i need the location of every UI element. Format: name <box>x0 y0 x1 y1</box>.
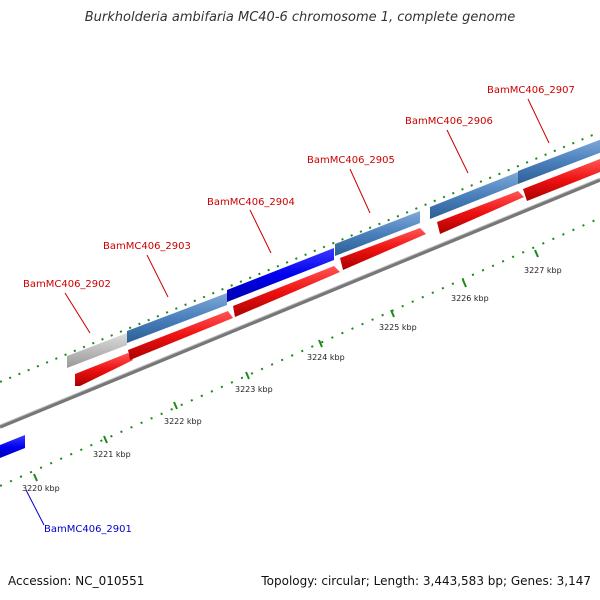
major-tick-3221 <box>103 435 108 444</box>
kbp-label-3225: 3225 kbp <box>379 323 417 332</box>
gene-bar-2904[interactable] <box>227 248 334 302</box>
major-tick-3227 <box>534 249 539 258</box>
gene-bar-2902-pseudo[interactable] <box>67 333 127 368</box>
accession-text: Accession: NC_010551 <box>8 574 145 588</box>
gene-label-2905[interactable]: BamMC406_2905 <box>307 155 395 166</box>
reverse-strand <box>75 159 600 386</box>
kbp-label-3227: 3227 kbp <box>524 266 562 275</box>
leader-2905 <box>349 168 371 214</box>
kbp-label-3221: 3221 kbp <box>93 450 131 459</box>
major-tick-3224 <box>318 339 323 348</box>
kbp-label-3223: 3223 kbp <box>235 385 273 394</box>
kbp-ruler <box>0 217 600 487</box>
gene-label-2904[interactable]: BamMC406_2904 <box>207 197 295 208</box>
kbp-labels: 3220 kbp 3221 kbp 3222 kbp 3223 kbp 3224… <box>22 266 562 493</box>
major-tick-3225 <box>390 309 395 318</box>
kbp-label-3222: 3222 kbp <box>164 417 202 426</box>
label-leaders <box>25 98 550 526</box>
genome-backbone <box>0 177 600 429</box>
gene-bar-2906[interactable] <box>430 172 518 219</box>
gene-label-2906[interactable]: BamMC406_2906 <box>405 116 493 127</box>
genome-title: Burkholderia ambifaria MC40-6 chromosome… <box>84 10 516 25</box>
gene-bar-2901[interactable] <box>0 435 25 460</box>
gene-bar-2907[interactable] <box>518 139 600 184</box>
leader-2902 <box>64 292 91 334</box>
gene-arrow-c[interactable] <box>233 266 340 317</box>
forward-strand <box>0 139 600 460</box>
gene-label-2902[interactable]: BamMC406_2902 <box>23 279 111 290</box>
leader-2906 <box>446 129 469 174</box>
gene-label-2901[interactable]: BamMC406_2901 <box>44 524 132 535</box>
major-tick-3223 <box>245 371 250 380</box>
gene-arrow-d[interactable] <box>340 228 426 270</box>
genome-summary-text: Topology: circular; Length: 3,443,583 bp… <box>261 574 591 588</box>
gene-labels: BamMC406_2901 BamMC406_2902 BamMC406_290… <box>23 85 575 535</box>
leader-2907 <box>527 98 550 144</box>
outer-tick-track <box>0 131 600 383</box>
gene-label-2907[interactable]: BamMC406_2907 <box>487 85 575 96</box>
gene-arrow-b[interactable] <box>128 311 233 360</box>
major-tick-3222 <box>173 401 178 410</box>
leader-2903 <box>146 254 169 298</box>
leader-2904 <box>249 209 272 254</box>
gene-bar-2903[interactable] <box>127 293 227 343</box>
gene-arrow-f[interactable] <box>523 159 600 201</box>
kbp-label-3220: 3220 kbp <box>22 484 60 493</box>
major-tick-3226 <box>462 279 467 288</box>
kbp-label-3224: 3224 kbp <box>307 353 345 362</box>
gene-label-2903[interactable]: BamMC406_2903 <box>103 241 191 252</box>
leader-2901 <box>25 489 45 526</box>
major-tick-3220 <box>33 473 38 482</box>
kbp-label-3226: 3226 kbp <box>451 294 489 303</box>
gene-arrow-e[interactable] <box>437 191 524 234</box>
gene-arrow-a[interactable] <box>75 353 133 386</box>
gene-bar-2905[interactable] <box>335 211 420 256</box>
